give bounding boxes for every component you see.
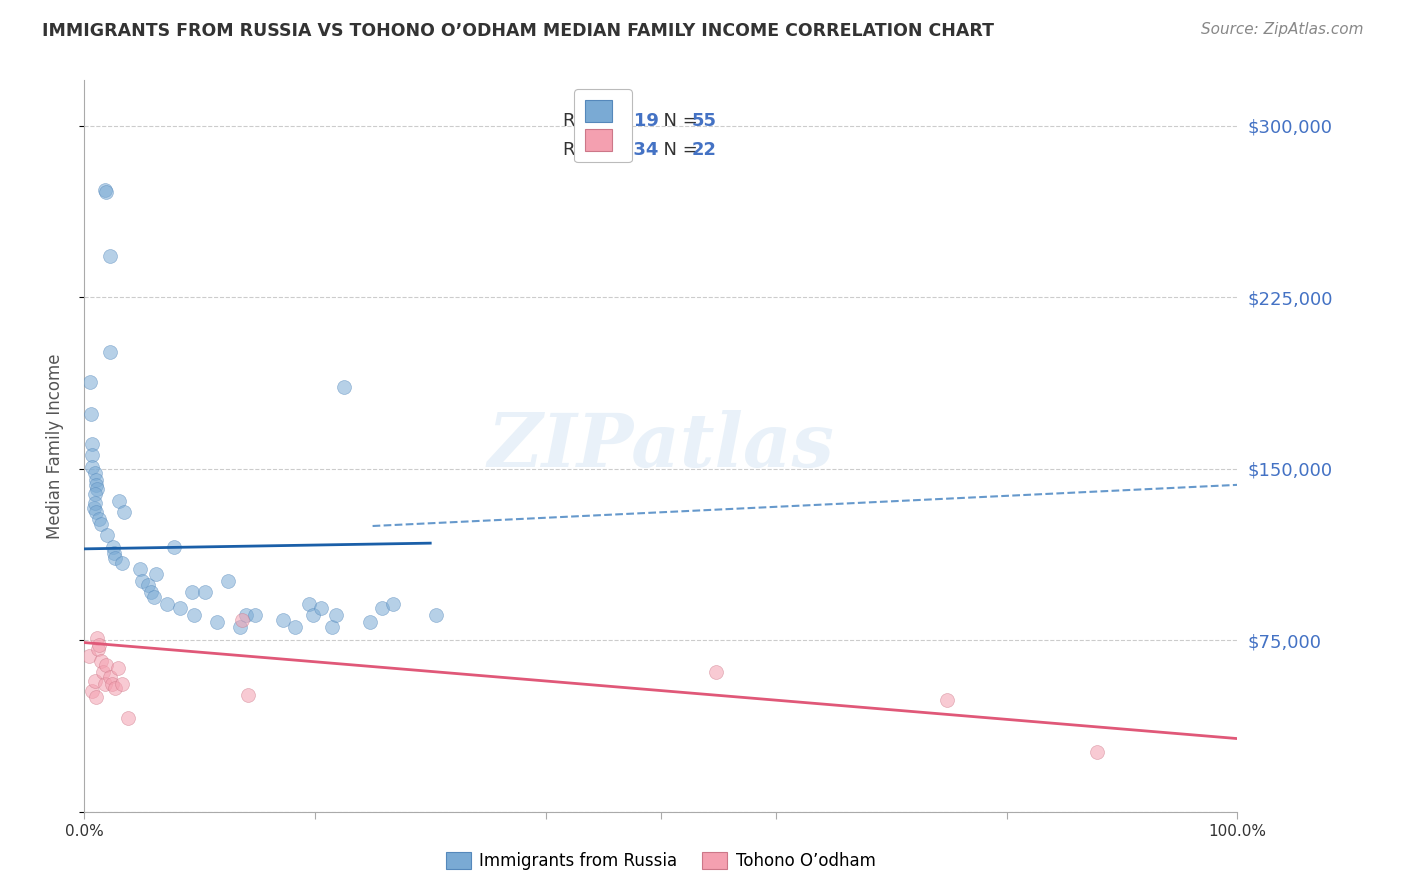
Point [82, 436, 104, 450]
Point [111, 676, 134, 690]
Point [382, 597, 405, 611]
Point [131, 574, 153, 588]
Point [82, 448, 104, 462]
Text: R =: R = [562, 141, 602, 159]
Point [333, 379, 356, 393]
Point [84, 505, 107, 519]
Point [325, 608, 347, 623]
Point [136, 578, 159, 592]
Point [79, 375, 101, 389]
Point [91, 665, 114, 680]
Point [935, 692, 957, 706]
Point [169, 601, 191, 615]
Point [205, 615, 228, 629]
Point [321, 619, 343, 633]
Point [86, 631, 108, 645]
Point [103, 546, 125, 560]
Point [77, 649, 100, 664]
Point [111, 556, 134, 570]
Point [103, 540, 124, 554]
Point [156, 597, 179, 611]
Point [83, 496, 105, 510]
Point [142, 590, 165, 604]
Point [84, 473, 107, 487]
Point [89, 516, 111, 531]
Point [704, 665, 727, 680]
Point [229, 619, 252, 633]
Point [236, 688, 259, 702]
Point [145, 567, 167, 582]
Point [425, 608, 447, 623]
Point [271, 613, 294, 627]
Text: Source: ZipAtlas.com: Source: ZipAtlas.com [1201, 22, 1364, 37]
Point [82, 683, 104, 698]
Point [96, 528, 118, 542]
Point [235, 608, 257, 623]
Point [107, 661, 129, 675]
Point [298, 597, 321, 611]
Point [83, 467, 105, 481]
Point [98, 670, 121, 684]
Point [98, 249, 121, 263]
Point [84, 690, 107, 705]
Point [359, 615, 381, 629]
Point [243, 608, 266, 623]
Point [104, 551, 127, 566]
Point [86, 483, 108, 497]
Point [89, 638, 111, 652]
Text: ZIPatlas: ZIPatlas [488, 409, 834, 483]
Point [101, 676, 124, 690]
Text: R =: R = [562, 112, 607, 129]
Point [194, 585, 217, 599]
Point [1085, 745, 1108, 759]
Point [218, 574, 240, 588]
Point [83, 500, 105, 515]
Point [89, 512, 111, 526]
Text: 0.019: 0.019 [602, 112, 659, 129]
Point [163, 540, 186, 554]
Point [84, 478, 107, 492]
Point [94, 676, 117, 690]
Point [183, 608, 205, 623]
Point [82, 459, 104, 474]
Point [284, 619, 307, 633]
Point [96, 658, 118, 673]
Point [112, 505, 135, 519]
Point [301, 608, 323, 623]
Legend: Immigrants from Russia, Tohono O’odham: Immigrants from Russia, Tohono O’odham [439, 845, 883, 877]
Text: 55: 55 [692, 112, 717, 129]
Point [80, 407, 103, 421]
Point [94, 183, 117, 197]
Point [98, 345, 121, 359]
Point [371, 601, 394, 615]
Text: N =: N = [651, 141, 703, 159]
Point [96, 186, 118, 200]
Point [108, 493, 131, 508]
Point [87, 642, 110, 657]
Point [141, 585, 163, 599]
Text: IMMIGRANTS FROM RUSSIA VS TOHONO O’ODHAM MEDIAN FAMILY INCOME CORRELATION CHART: IMMIGRANTS FROM RUSSIA VS TOHONO O’ODHAM… [42, 22, 994, 40]
Point [89, 654, 111, 668]
Text: N =: N = [651, 112, 703, 129]
Point [104, 681, 127, 696]
Point [309, 601, 332, 615]
Text: 22: 22 [692, 141, 717, 159]
Point [83, 674, 105, 689]
Y-axis label: Median Family Income: Median Family Income [45, 353, 63, 539]
Point [231, 613, 253, 627]
Text: -0.534: -0.534 [593, 141, 658, 159]
Point [180, 585, 202, 599]
Point [117, 711, 139, 725]
Point [128, 562, 150, 576]
Point [83, 487, 105, 501]
